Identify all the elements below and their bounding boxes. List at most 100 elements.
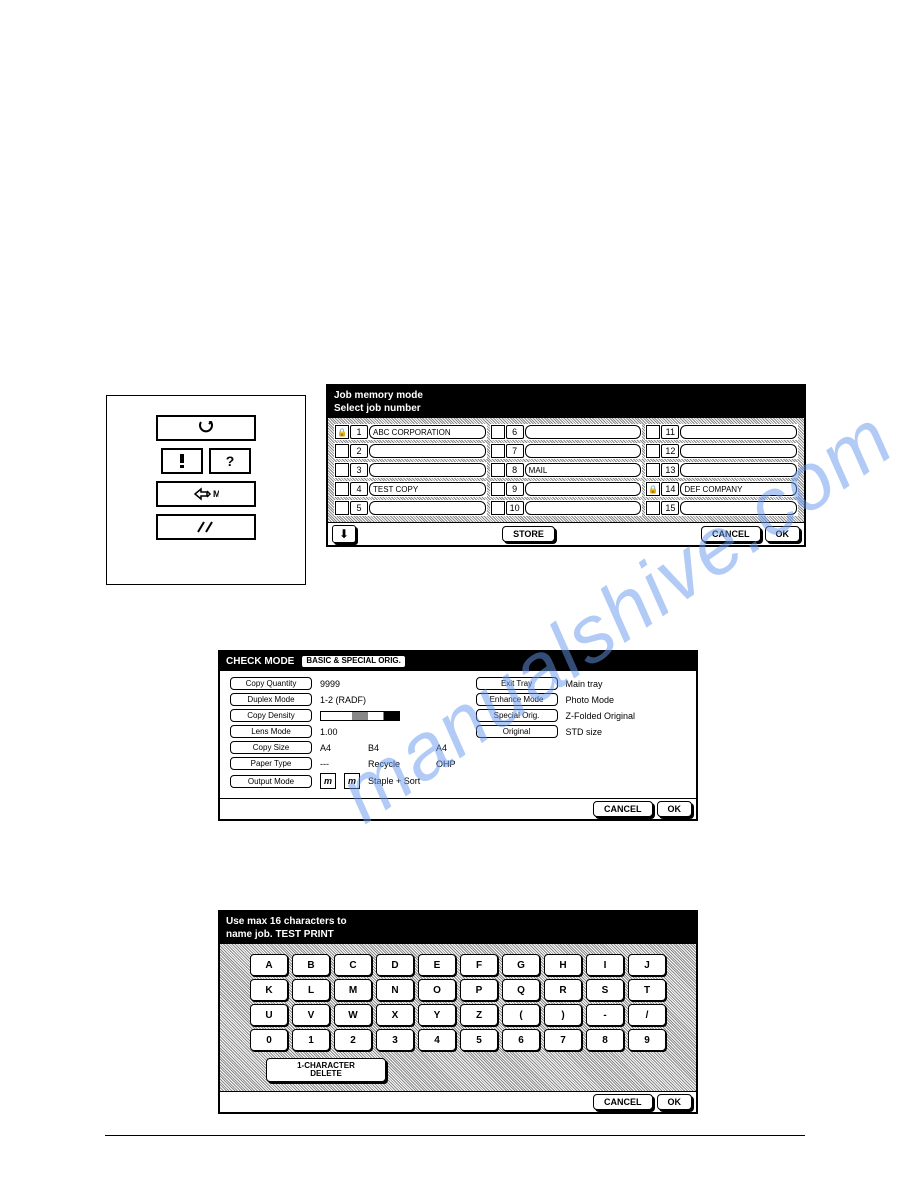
- key-U[interactable]: U: [250, 1004, 288, 1026]
- job-number: 4: [350, 482, 368, 496]
- job-number: 8: [506, 463, 524, 477]
- key-E[interactable]: E: [418, 954, 456, 976]
- key-V[interactable]: V: [292, 1004, 330, 1026]
- key-F[interactable]: F: [460, 954, 498, 976]
- key--[interactable]: -: [586, 1004, 624, 1026]
- job-row[interactable]: 7: [490, 443, 643, 459]
- cancel-button[interactable]: CANCEL: [593, 1094, 653, 1110]
- key-Z[interactable]: Z: [460, 1004, 498, 1026]
- job-row[interactable]: 🔒14DEF COMPANY: [645, 481, 798, 497]
- key-8[interactable]: 8: [586, 1029, 624, 1051]
- panel-header: CHECK MODE BASIC & SPECIAL ORIG.: [220, 652, 696, 671]
- key-O[interactable]: O: [418, 979, 456, 1001]
- job-row[interactable]: 2: [334, 443, 487, 459]
- key-Y[interactable]: Y: [418, 1004, 456, 1026]
- lens-label: Lens Mode: [230, 725, 312, 738]
- page-down-button[interactable]: ⬇: [332, 525, 356, 543]
- mode-button[interactable]: [156, 415, 256, 441]
- job-name: [525, 482, 642, 496]
- job-row[interactable]: 8MAIL: [490, 462, 643, 478]
- memory-button[interactable]: M: [156, 481, 256, 507]
- key-7[interactable]: 7: [544, 1029, 582, 1051]
- key-9[interactable]: 9: [628, 1029, 666, 1051]
- paper-v1: ---: [320, 759, 360, 769]
- lock-icon: [335, 482, 349, 496]
- job-row[interactable]: 12: [645, 443, 798, 459]
- key-/[interactable]: /: [628, 1004, 666, 1026]
- job-row[interactable]: 13: [645, 462, 798, 478]
- job-row[interactable]: 4TEST COPY: [334, 481, 487, 497]
- job-name: [525, 501, 642, 515]
- lock-icon: [335, 463, 349, 477]
- key-5[interactable]: 5: [460, 1029, 498, 1051]
- alert-button[interactable]: [161, 448, 203, 474]
- key-R[interactable]: R: [544, 979, 582, 1001]
- key-1[interactable]: 1: [292, 1029, 330, 1051]
- size-v3: A4: [436, 743, 447, 753]
- lock-icon: [491, 444, 505, 458]
- key-B[interactable]: B: [292, 954, 330, 976]
- job-number: 2: [350, 444, 368, 458]
- job-row[interactable]: 5: [334, 500, 487, 516]
- job-number: 6: [506, 425, 524, 439]
- job-name: TEST COPY: [369, 482, 486, 496]
- key-J[interactable]: J: [628, 954, 666, 976]
- key-([interactable]: (: [502, 1004, 540, 1026]
- cancel-button[interactable]: CANCEL: [701, 526, 761, 542]
- key-H[interactable]: H: [544, 954, 582, 976]
- key-N[interactable]: N: [376, 979, 414, 1001]
- key-3[interactable]: 3: [376, 1029, 414, 1051]
- key-A[interactable]: A: [250, 954, 288, 976]
- special-val: Z-Folded Original: [566, 711, 636, 721]
- lock-icon: [646, 425, 660, 439]
- ok-button[interactable]: OK: [765, 526, 801, 542]
- check-tab: BASIC & SPECIAL ORIG.: [302, 656, 405, 666]
- job-row[interactable]: 9: [490, 481, 643, 497]
- copy-qty-label: Copy Quantity: [230, 677, 312, 690]
- key-M[interactable]: M: [334, 979, 372, 1001]
- ok-button[interactable]: OK: [657, 801, 693, 817]
- key-Q[interactable]: Q: [502, 979, 540, 1001]
- output-icon-1: m: [320, 773, 336, 789]
- panel-header: Job memory mode Select job number: [328, 386, 804, 418]
- key-)[interactable]: ): [544, 1004, 582, 1026]
- job-row[interactable]: 🔒1ABC CORPORATION: [334, 424, 487, 440]
- job-row[interactable]: 3: [334, 462, 487, 478]
- paper-v3: OHP: [436, 759, 456, 769]
- key-4[interactable]: 4: [418, 1029, 456, 1051]
- orig-label: Original: [476, 725, 558, 738]
- key-I[interactable]: I: [586, 954, 624, 976]
- key-S[interactable]: S: [586, 979, 624, 1001]
- exit-val: Main tray: [566, 679, 603, 689]
- key-L[interactable]: L: [292, 979, 330, 1001]
- clear-button[interactable]: [156, 514, 256, 540]
- key-P[interactable]: P: [460, 979, 498, 1001]
- key-D[interactable]: D: [376, 954, 414, 976]
- job-row[interactable]: 15: [645, 500, 798, 516]
- key-X[interactable]: X: [376, 1004, 414, 1026]
- lock-icon: 🔒: [335, 425, 349, 439]
- help-button[interactable]: ?: [209, 448, 251, 474]
- key-6[interactable]: 6: [502, 1029, 540, 1051]
- lock-icon: [491, 425, 505, 439]
- job-name: DEF COMPANY: [680, 482, 797, 496]
- key-W[interactable]: W: [334, 1004, 372, 1026]
- job-name: [680, 425, 797, 439]
- key-K[interactable]: K: [250, 979, 288, 1001]
- key-2[interactable]: 2: [334, 1029, 372, 1051]
- job-row[interactable]: 6: [490, 424, 643, 440]
- cancel-button[interactable]: CANCEL: [593, 801, 653, 817]
- job-row[interactable]: 10: [490, 500, 643, 516]
- key-C[interactable]: C: [334, 954, 372, 976]
- ok-button[interactable]: OK: [657, 1094, 693, 1110]
- job-number: 3: [350, 463, 368, 477]
- job-number: 10: [506, 501, 524, 515]
- density-bar: [320, 711, 400, 721]
- output-icon-2: m: [344, 773, 360, 789]
- job-row[interactable]: 11: [645, 424, 798, 440]
- key-0[interactable]: 0: [250, 1029, 288, 1051]
- char-delete-button[interactable]: 1-CHARACTER DELETE: [266, 1058, 386, 1082]
- key-T[interactable]: T: [628, 979, 666, 1001]
- store-button[interactable]: STORE: [502, 526, 555, 542]
- key-G[interactable]: G: [502, 954, 540, 976]
